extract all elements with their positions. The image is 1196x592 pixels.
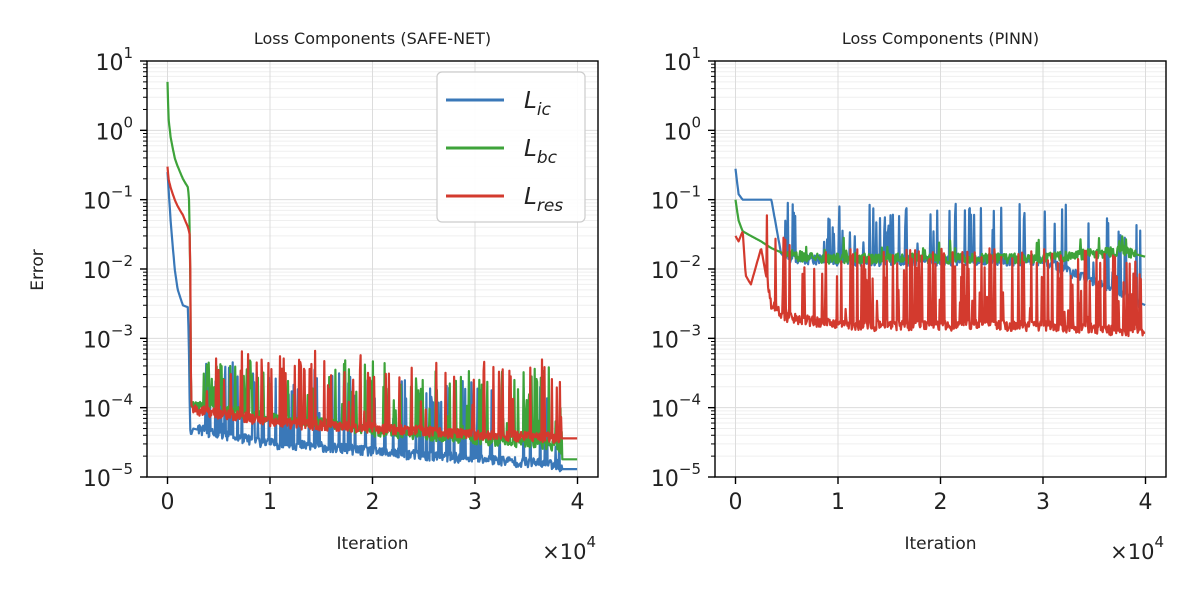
y-tick-label: 10−1	[83, 183, 133, 215]
x-tick-label: 1	[263, 490, 277, 515]
safe-net-chart: 101 100 10−1 10−2 10−3 10−4 10−5 0 1 2 3 4 Loss Comp…	[28, 29, 599, 564]
legend-box	[436, 71, 586, 223]
y-tick-label: 10−4	[83, 391, 133, 423]
y-tick-label: 10−2	[651, 252, 701, 284]
y-tick-label: 10−5	[651, 460, 701, 492]
y-tick-label: 100	[95, 113, 133, 145]
y-tick-label: 10−1	[651, 183, 701, 215]
x-tick-label: 0	[161, 490, 175, 515]
series-line-res	[166, 166, 578, 444]
pinn-chart: 101 100 10−1 10−2 10−3 10−4 10−5 0 1 2 3 4 Loss Comp…	[651, 29, 1167, 564]
y-tick-label: 10−4	[651, 391, 701, 423]
x-axis-label: Iteration	[336, 534, 408, 554]
x-axis-label: Iteration	[904, 534, 976, 554]
x-tick-label: 3	[1036, 490, 1050, 515]
y-axis-label: Error	[28, 249, 48, 290]
x-offset-label: ×104	[1110, 533, 1164, 564]
chart-title: Loss Components (SAFE-NET)	[254, 29, 491, 48]
y-tick-label: 10−3	[651, 321, 701, 353]
x-tick-label: 2	[934, 490, 948, 515]
series-line-res	[734, 214, 1146, 338]
x-tick-label: 0	[729, 490, 743, 515]
x-tick-label: 1	[831, 490, 845, 515]
x-tick-label: 2	[366, 490, 380, 515]
x-tick-label: 3	[468, 490, 482, 515]
series-line-bc	[166, 81, 578, 461]
x-tick-label: 4	[571, 490, 585, 515]
y-tick-label: 101	[95, 44, 133, 76]
y-tick-label: 100	[663, 113, 701, 145]
series-group	[166, 81, 578, 473]
series-line-bc	[734, 199, 1146, 265]
y-tick-label: 10−5	[83, 460, 133, 492]
chart-title: Loss Components (PINN)	[842, 29, 1039, 48]
y-tick-label: 10−3	[83, 321, 133, 353]
x-tick-label: 4	[1139, 490, 1153, 515]
x-offset-label: ×104	[542, 533, 596, 564]
y-tick-label: 10−2	[83, 252, 133, 284]
y-tick-label: 101	[663, 44, 701, 76]
series-group	[734, 168, 1146, 338]
